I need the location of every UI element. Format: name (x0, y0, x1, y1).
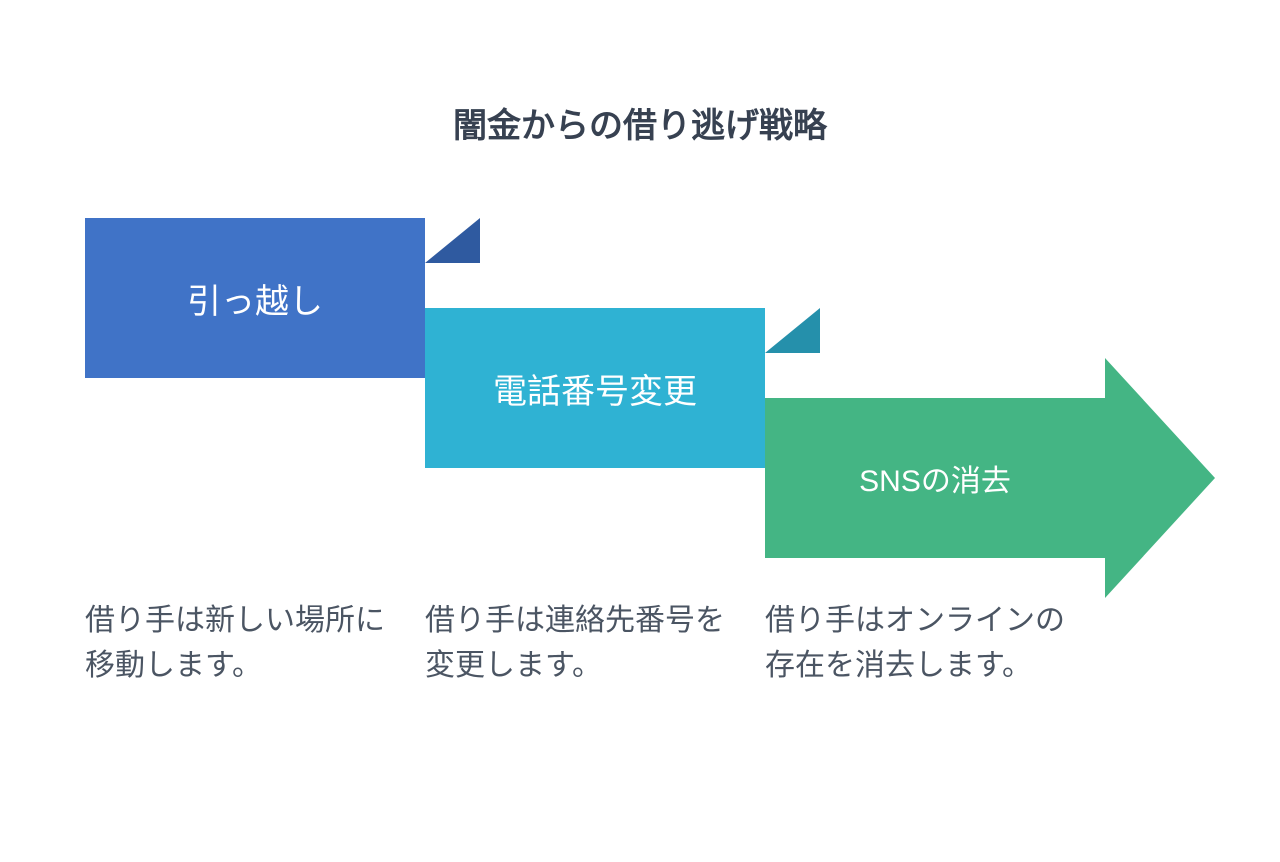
step-description: 借り手はオンラインの存在を消去します。 (765, 598, 1085, 688)
step-2: 電話番号変更借り手は連絡先番号を変更します。 (425, 308, 765, 688)
step-1: 引っ越し借り手は新しい場所に移動します。 (85, 218, 425, 688)
step-box: SNSの消去 (765, 398, 1105, 558)
step-box-wrapper: 電話番号変更 (425, 308, 765, 468)
step-box-wrapper: SNSの消去 (765, 398, 1105, 558)
step-box-wrapper: 引っ越し (85, 218, 425, 378)
step-description: 借り手は新しい場所に移動します。 (85, 598, 405, 688)
page-title: 闇金からの借り逃げ戦略 (0, 98, 1280, 147)
step-box: 引っ越し (85, 218, 425, 378)
fold-icon (765, 308, 820, 353)
fold-icon (425, 218, 480, 263)
arrowhead-icon (1105, 358, 1215, 598)
step-3: SNSの消去借り手はオンラインの存在を消去します。 (765, 398, 1105, 688)
step-description: 借り手は連絡先番号を変更します。 (425, 598, 745, 688)
step-box: 電話番号変更 (425, 308, 765, 468)
